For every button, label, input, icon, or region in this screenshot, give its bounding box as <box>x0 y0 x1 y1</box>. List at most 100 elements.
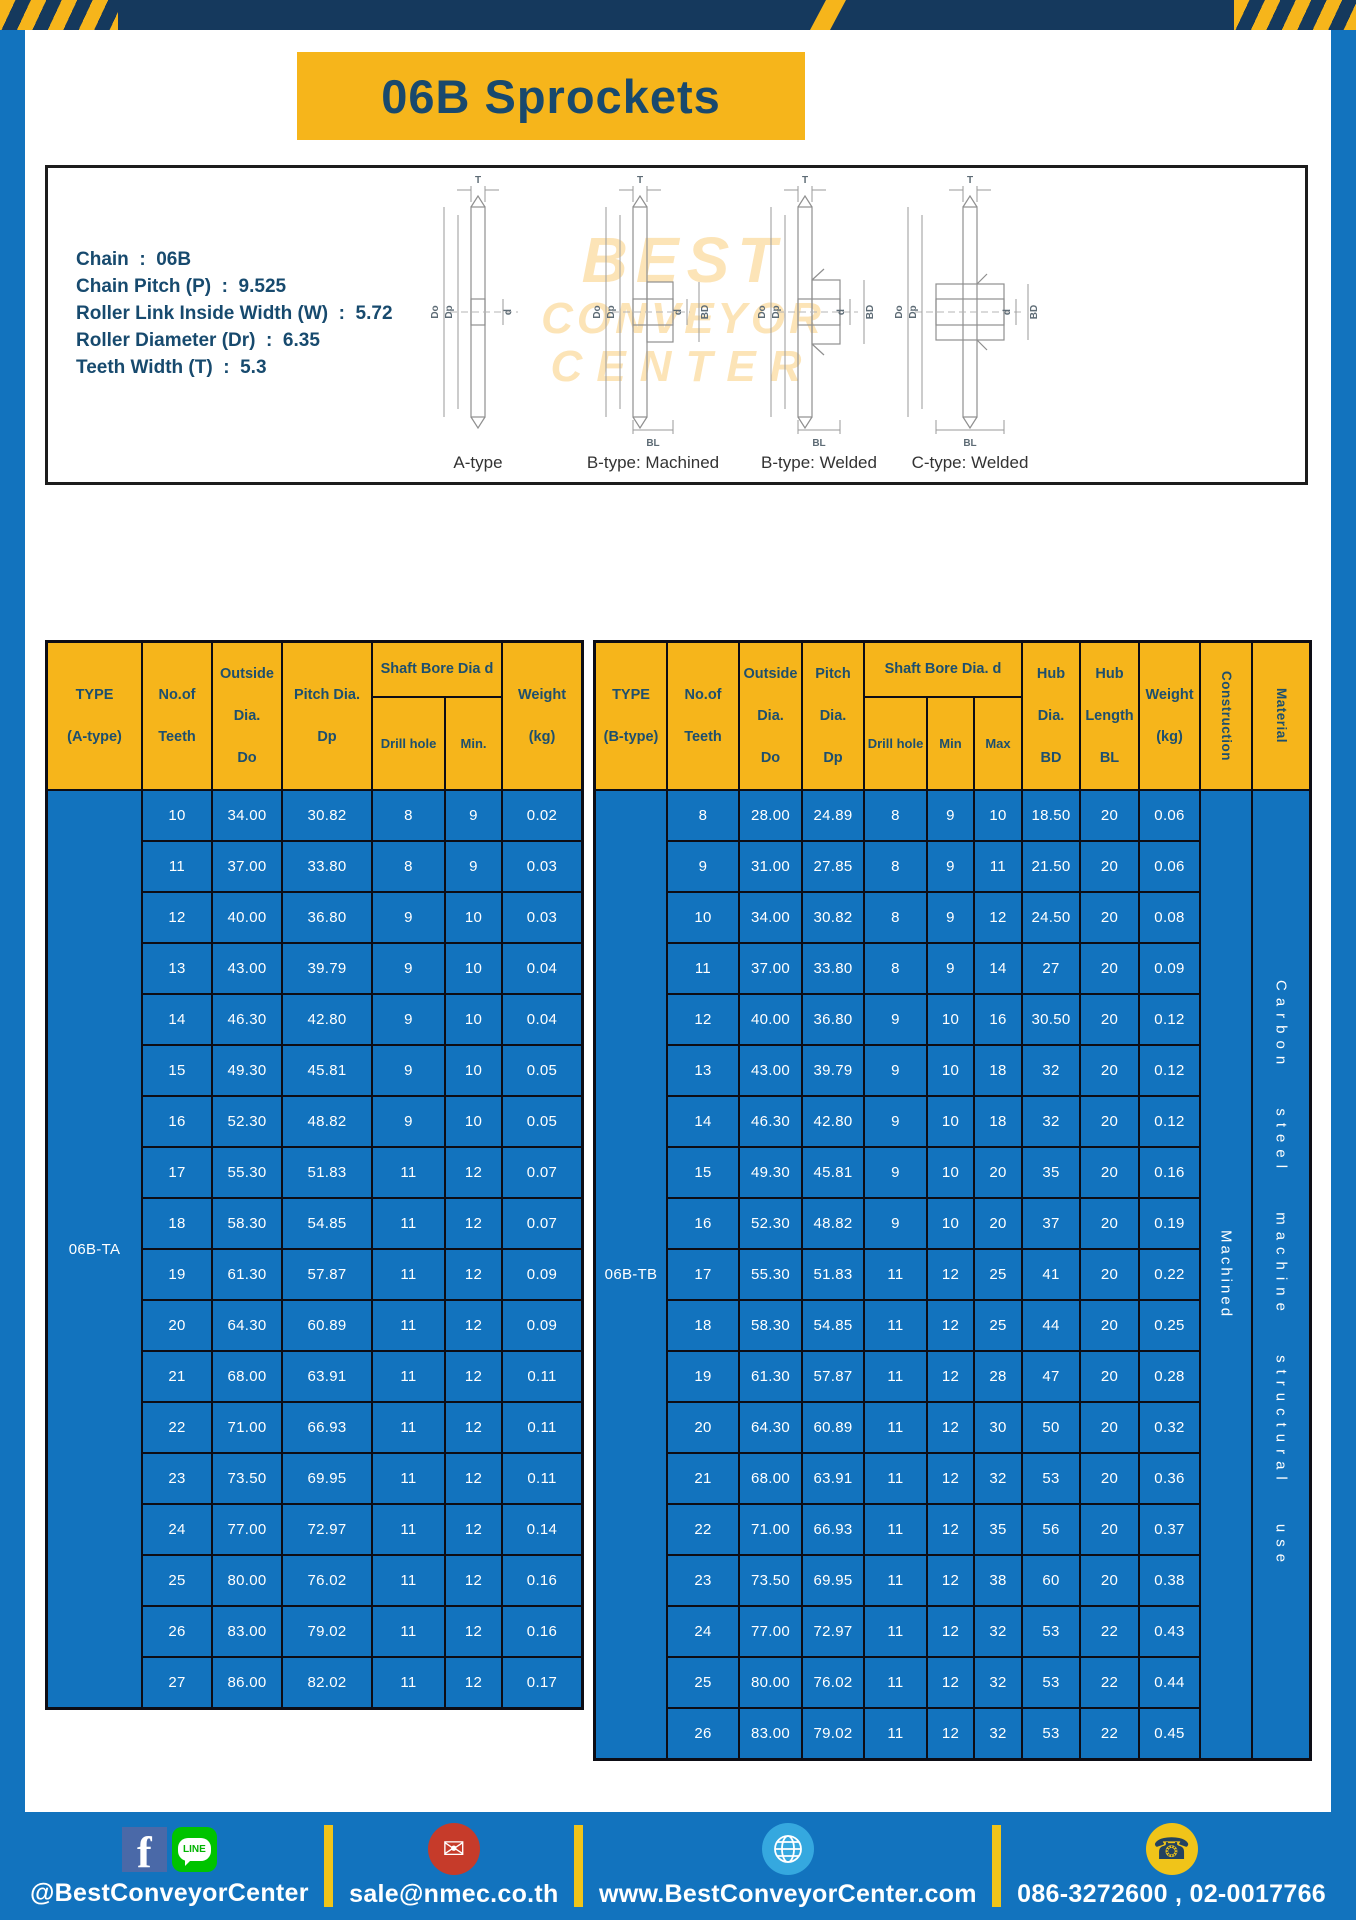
cell-min: 9 <box>445 790 502 841</box>
table-row: 18 58.30 54.85 11 12 25 44 20 0.25 <box>667 1300 1200 1351</box>
cell-pitch-dia: 63.91 <box>282 1351 372 1402</box>
cell-outside-dia: 73.50 <box>212 1453 282 1504</box>
svg-text:Dp: Dp <box>606 305 617 318</box>
cell-outside-dia: 77.00 <box>739 1606 802 1657</box>
cell-min: 12 <box>445 1657 502 1708</box>
table-row: 19 61.30 57.87 11 12 0.09 <box>142 1249 582 1300</box>
cell-min: 12 <box>927 1606 974 1657</box>
cell-hub-dia: 24.50 <box>1022 892 1080 943</box>
cell-hub-length: 20 <box>1080 1300 1139 1351</box>
table-row: 26 83.00 79.02 11 12 0.16 <box>142 1606 582 1657</box>
cell-weight: 0.04 <box>502 943 582 994</box>
table-b-material-column: Material Carbon steel machine structural… <box>1252 642 1310 1759</box>
col-header-material: Material <box>1252 642 1310 790</box>
table-row: 25 80.00 76.02 11 12 32 53 22 0.44 <box>667 1657 1200 1708</box>
cell-hub-length: 22 <box>1080 1606 1139 1657</box>
cell-pitch-dia: 66.93 <box>802 1504 864 1555</box>
cell-hub-length: 20 <box>1080 790 1139 841</box>
yellow-notch <box>810 0 846 30</box>
cell-pitch-dia: 66.93 <box>282 1402 372 1453</box>
cell-weight: 0.37 <box>1139 1504 1200 1555</box>
cell-drill-hole: 11 <box>372 1657 445 1708</box>
phone-icon <box>1145 1823 1198 1875</box>
social-icons: f LINE <box>121 1824 217 1874</box>
cell-drill-hole: 11 <box>864 1453 927 1504</box>
cell-teeth: 14 <box>142 994 212 1045</box>
cell-outside-dia: 71.00 <box>739 1504 802 1555</box>
svg-text:Do: Do <box>592 305 603 318</box>
cell-max: 32 <box>974 1657 1022 1708</box>
cell-drill-hole: 11 <box>372 1453 445 1504</box>
col-header-hub-dia: Hub Dia. BD <box>1022 642 1080 790</box>
cell-weight: 0.02 <box>502 790 582 841</box>
cell-outside-dia: 34.00 <box>739 892 802 943</box>
cell-min: 12 <box>445 1555 502 1606</box>
cell-teeth: 21 <box>142 1351 212 1402</box>
cell-weight: 0.09 <box>1139 943 1200 994</box>
cell-outside-dia: 64.30 <box>212 1300 282 1351</box>
svg-text:d: d <box>1002 309 1013 315</box>
cell-pitch-dia: 60.89 <box>802 1402 864 1453</box>
cell-hub-length: 20 <box>1080 1453 1139 1504</box>
cell-min: 12 <box>927 1708 974 1759</box>
cell-hub-dia: 60 <box>1022 1555 1080 1606</box>
cell-teeth: 14 <box>667 1096 739 1147</box>
footer-divider <box>574 1825 584 1907</box>
cell-teeth: 22 <box>667 1504 739 1555</box>
cell-pitch-dia: 42.80 <box>802 1096 864 1147</box>
cell-drill-hole: 11 <box>372 1606 445 1657</box>
cell-teeth: 20 <box>667 1402 739 1453</box>
cell-teeth: 13 <box>667 1045 739 1096</box>
cell-weight: 0.25 <box>1139 1300 1200 1351</box>
col-header-hub-length: Hub Length BL <box>1080 642 1139 790</box>
cell-drill-hole: 8 <box>864 790 927 841</box>
cell-teeth: 23 <box>667 1555 739 1606</box>
cell-min: 10 <box>445 943 502 994</box>
cell-outside-dia: 43.00 <box>212 943 282 994</box>
cell-max: 18 <box>974 1096 1022 1147</box>
cell-weight: 0.08 <box>1139 892 1200 943</box>
cell-pitch-dia: 82.02 <box>282 1657 372 1708</box>
cell-hub-dia: 44 <box>1022 1300 1080 1351</box>
cell-max: 20 <box>974 1198 1022 1249</box>
table-row: 22 71.00 66.93 11 12 0.11 <box>142 1402 582 1453</box>
cell-min: 10 <box>445 1045 502 1096</box>
cell-min: 12 <box>927 1351 974 1402</box>
table-row: 16 52.30 48.82 9 10 0.05 <box>142 1096 582 1147</box>
cell-min: 10 <box>927 994 974 1045</box>
table-row: 14 46.30 42.80 9 10 18 32 20 0.12 <box>667 1096 1200 1147</box>
cell-outside-dia: 49.30 <box>739 1147 802 1198</box>
cell-drill-hole: 9 <box>864 1045 927 1096</box>
cell-hub-dia: 32 <box>1022 1096 1080 1147</box>
svg-text:d: d <box>836 309 847 315</box>
cell-weight: 0.03 <box>502 892 582 943</box>
table-row: 11 37.00 33.80 8 9 14 27 20 0.09 <box>667 943 1200 994</box>
cell-weight: 0.38 <box>1139 1555 1200 1606</box>
cell-weight: 0.14 <box>502 1504 582 1555</box>
cell-weight: 0.09 <box>502 1249 582 1300</box>
cell-drill-hole: 11 <box>864 1708 927 1759</box>
cell-weight: 0.19 <box>1139 1198 1200 1249</box>
cell-weight: 0.12 <box>1139 1045 1200 1096</box>
cell-outside-dia: 40.00 <box>212 892 282 943</box>
col-header-construction: Construction <box>1200 642 1252 790</box>
cell-drill-hole: 11 <box>372 1351 445 1402</box>
cell-hub-dia: 41 <box>1022 1249 1080 1300</box>
cell-weight: 0.16 <box>502 1555 582 1606</box>
cell-outside-dia: 68.00 <box>739 1453 802 1504</box>
col-header-min: Min <box>927 697 974 790</box>
cell-hub-length: 20 <box>1080 1096 1139 1147</box>
cell-pitch-dia: 51.83 <box>802 1249 864 1300</box>
top-decor-band <box>0 0 1356 30</box>
cell-pitch-dia: 33.80 <box>282 841 372 892</box>
title-banner: 06B Sprockets <box>297 52 805 140</box>
cell-hub-length: 20 <box>1080 1198 1139 1249</box>
spec-line: Chain : 06B <box>76 249 192 270</box>
svg-text:BL: BL <box>646 438 659 449</box>
cell-drill-hole: 11 <box>864 1402 927 1453</box>
cell-max: 20 <box>974 1147 1022 1198</box>
cell-outside-dia: 68.00 <box>212 1351 282 1402</box>
cell-drill-hole: 11 <box>864 1351 927 1402</box>
cell-teeth: 12 <box>667 994 739 1045</box>
col-header-weight: Weight (kg) <box>1139 642 1200 790</box>
